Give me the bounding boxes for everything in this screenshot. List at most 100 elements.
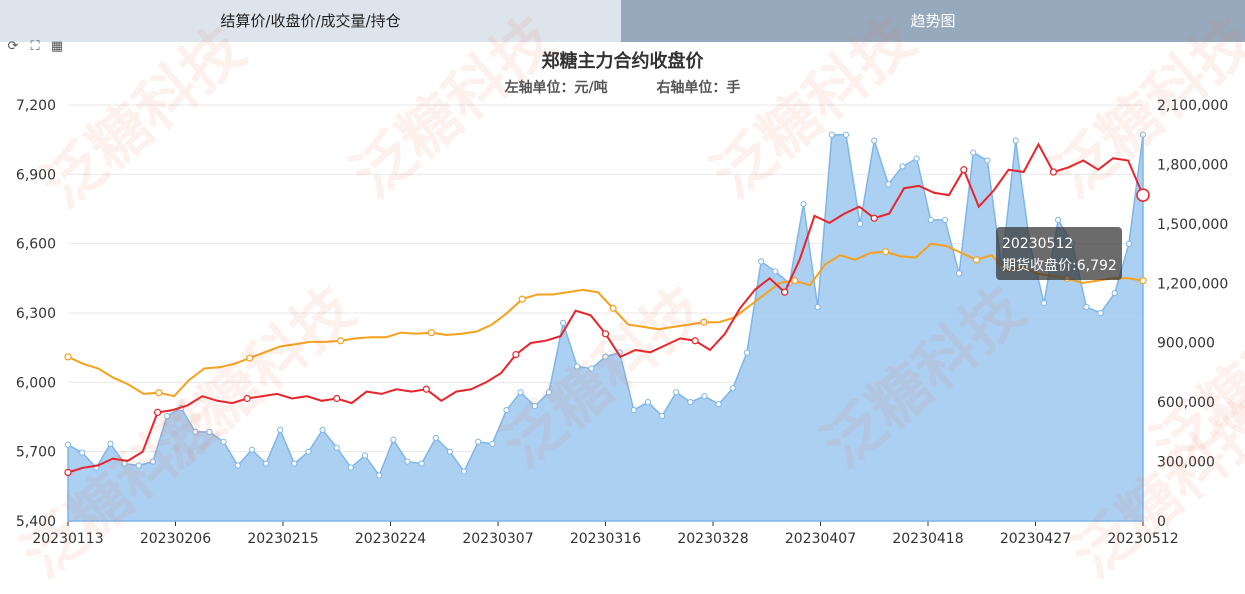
x-tick-label: 20230224 xyxy=(355,531,426,547)
volume-point xyxy=(460,468,468,475)
settle-price-point xyxy=(246,354,254,362)
volume-point xyxy=(743,349,751,356)
volume-point xyxy=(1040,299,1048,307)
volume-point xyxy=(361,452,369,459)
data-view-icon[interactable]: ▦ xyxy=(50,39,64,54)
volume-point xyxy=(107,440,114,447)
y-left-tick-label: 6,000 xyxy=(16,375,56,391)
tab-trend-chart[interactable]: 趋势图 xyxy=(621,0,1245,42)
refresh-icon[interactable]: ⟳ xyxy=(7,39,19,54)
volume-point xyxy=(899,163,906,170)
close-price-point xyxy=(333,394,341,403)
y-right-tick-label: 600,000 xyxy=(1157,395,1215,411)
tab-settlement-close-volume-oi[interactable]: 结算价/收盘价/成交量/持仓 xyxy=(0,0,621,42)
volume-point xyxy=(1111,290,1118,297)
volume-point xyxy=(404,458,411,465)
volume-point xyxy=(291,460,298,467)
settle-price-point xyxy=(518,295,526,303)
close-price-point xyxy=(870,214,878,222)
y-left-tick-label: 6,600 xyxy=(16,237,56,253)
volume-point xyxy=(121,460,128,467)
y-right-tick-label: 900,000 xyxy=(1157,336,1215,352)
volume-point xyxy=(277,426,284,433)
y-left-tick-label: 7,200 xyxy=(16,98,56,114)
volume-point xyxy=(941,216,949,223)
volume-point xyxy=(588,365,595,372)
volume-point xyxy=(956,270,963,277)
volume-point xyxy=(871,137,878,144)
volume-point xyxy=(630,406,637,414)
volume-point xyxy=(857,220,864,227)
settle-price-point xyxy=(427,329,435,337)
chart-tooltip: 20230512 期货收盘价:6,792 xyxy=(996,227,1122,280)
y-right-tick-label: 0 xyxy=(1157,514,1166,530)
volume-point xyxy=(545,389,553,396)
settle-price-point xyxy=(336,337,345,345)
volume-point xyxy=(333,444,340,451)
settle-price-point xyxy=(791,277,799,285)
volume-point xyxy=(658,412,666,420)
volume-point xyxy=(559,319,567,327)
volume-point xyxy=(984,157,991,164)
right-axis-unit: 右轴单位：手 xyxy=(656,80,741,96)
y-left-tick-label: 6,900 xyxy=(16,167,56,183)
volume-point xyxy=(262,460,270,467)
volume-point xyxy=(517,389,524,396)
volume-point xyxy=(644,399,652,406)
close-price-point xyxy=(512,351,520,359)
volume-point xyxy=(135,462,142,469)
tooltip-value: 6,792 xyxy=(1076,258,1117,274)
chart-canvas: 5,400 5,700 6,000 6,300 6,600 6,900 7,200 0 300,… xyxy=(16,98,1228,547)
volume-point xyxy=(418,460,425,467)
close-price-point xyxy=(243,394,251,403)
volume-point xyxy=(64,441,72,448)
volume-point xyxy=(432,434,439,441)
volume-point xyxy=(885,181,892,188)
close-price-point xyxy=(1049,168,1058,176)
y-right-tick-label: 300,000 xyxy=(1157,455,1215,471)
volume-point xyxy=(1055,216,1062,223)
volume-point xyxy=(206,428,213,435)
tooltip-series-name: 期货收盘价 xyxy=(1002,258,1072,274)
zoom-icon[interactable]: ⛶ xyxy=(30,39,40,54)
x-tick-label: 20230316 xyxy=(570,531,641,547)
close-price-point xyxy=(781,288,789,296)
volume-point xyxy=(376,472,383,479)
volume-point xyxy=(475,438,482,445)
volume-area xyxy=(67,133,1144,522)
left-axis-unit: 左轴单位：元/吨 xyxy=(504,80,608,96)
volume-point xyxy=(1083,303,1090,311)
volume-point xyxy=(347,464,354,471)
volume-point xyxy=(913,155,920,162)
volume-point xyxy=(602,353,609,360)
settle-price-point xyxy=(1139,277,1147,285)
volume-point xyxy=(715,401,722,408)
volume-point xyxy=(673,389,680,396)
volume-point xyxy=(503,406,510,414)
x-tick-label: 20230206 xyxy=(140,531,211,547)
volume-point xyxy=(305,448,312,455)
x-tick-label: 20230328 xyxy=(677,531,748,547)
volume-point xyxy=(757,258,765,265)
x-tick-label: 20230307 xyxy=(462,531,533,547)
volume-point xyxy=(814,303,821,311)
volume-point xyxy=(828,131,835,138)
volume-point xyxy=(1139,131,1147,138)
volume-point xyxy=(248,446,255,453)
volume-point xyxy=(1097,309,1104,317)
volume-point xyxy=(489,440,496,447)
volume-point xyxy=(220,438,227,445)
y-left-tick-label: 6,300 xyxy=(16,306,56,322)
volume-point xyxy=(192,428,199,435)
settle-price-point xyxy=(972,256,981,264)
tab-bar: 结算价/收盘价/成交量/持仓 趋势图 xyxy=(0,0,1245,42)
volume-point xyxy=(163,412,171,420)
settle-price-point xyxy=(609,304,617,312)
volume-point xyxy=(574,363,581,370)
volume-point xyxy=(79,449,86,456)
volume-point xyxy=(531,403,538,410)
y-left-tick-label: 5,700 xyxy=(16,445,56,461)
settle-price-point xyxy=(700,318,708,326)
tooltip-value-row: 期货收盘价:6,792 xyxy=(1002,258,1117,274)
close-price-point xyxy=(422,385,430,393)
